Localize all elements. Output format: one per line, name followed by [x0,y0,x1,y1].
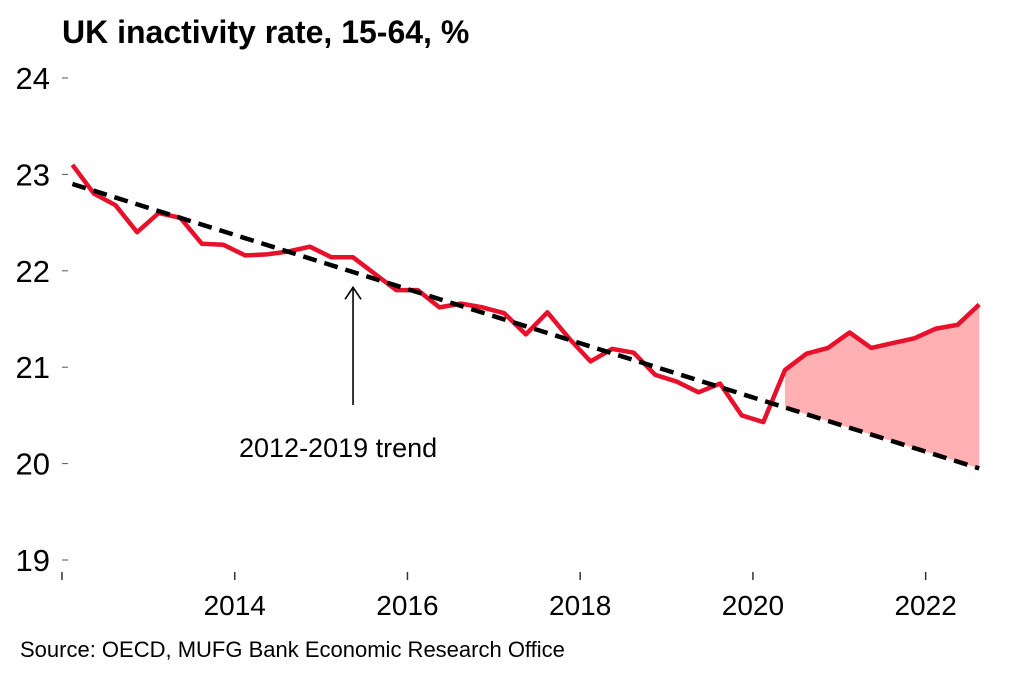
annotation-arrow-head [344,285,362,300]
annotations: 2012-2019 trend [239,285,437,463]
y-tick-label: 19 [16,543,50,578]
y-tick-label: 22 [16,254,50,289]
source-note: Source: OECD, MUFG Bank Economic Researc… [20,637,565,662]
annotation-label: 2012-2019 trend [239,433,437,463]
y-tick-label: 24 [16,61,50,96]
x-tick-label: 2014 [204,590,266,621]
gap-area [784,304,980,469]
series-lines [70,163,981,471]
trend-line [71,181,980,471]
y-tick-label: 23 [16,157,50,192]
gap-fill-area [784,304,980,469]
x-tick-label: 2018 [549,590,611,621]
x-tick-label: 2016 [376,590,438,621]
y-tick-label: 21 [16,350,50,385]
x-tick-label: 2020 [722,590,784,621]
inactivity-rate-line [70,163,981,425]
axes: 19 20 21 22 23 24 2014 2016 2018 2020 2022 [16,61,957,621]
chart-title: UK inactivity rate, 15-64, % [62,14,470,50]
x-tick-label: 2022 [894,590,956,621]
y-tick-label: 20 [16,447,50,482]
